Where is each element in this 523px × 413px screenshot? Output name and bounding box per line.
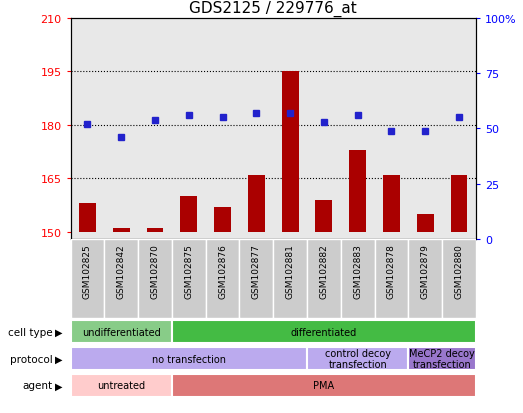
Bar: [138, 240, 172, 318]
Bar: [282, 72, 299, 233]
Text: GSM102883: GSM102883: [353, 244, 362, 298]
Bar: [71, 320, 172, 344]
Text: GSM102879: GSM102879: [421, 244, 430, 298]
Bar: [71, 374, 172, 397]
Bar: [105, 240, 138, 318]
Bar: [349, 150, 366, 233]
Text: GSM102825: GSM102825: [83, 244, 92, 298]
Bar: [383, 176, 400, 233]
Bar: [248, 176, 265, 233]
Text: GSM102878: GSM102878: [387, 244, 396, 298]
Bar: [341, 240, 374, 318]
Text: ▶: ▶: [55, 327, 63, 337]
Bar: [172, 374, 476, 397]
Bar: [113, 229, 130, 233]
Text: MeCP2 decoy
transfection: MeCP2 decoy transfection: [410, 348, 475, 370]
Text: count: count: [89, 412, 118, 413]
Text: differentiated: differentiated: [291, 327, 357, 337]
Text: GSM102877: GSM102877: [252, 244, 261, 298]
Text: GSM102882: GSM102882: [320, 244, 328, 298]
Bar: [273, 240, 307, 318]
Text: GSM102875: GSM102875: [184, 244, 194, 298]
Text: GSM102880: GSM102880: [454, 244, 463, 298]
Bar: [307, 240, 341, 318]
Text: undifferentiated: undifferentiated: [82, 327, 161, 337]
Bar: [408, 347, 476, 370]
Bar: [408, 240, 442, 318]
Bar: [172, 240, 206, 318]
Text: ■: ■: [71, 411, 82, 413]
Bar: [417, 215, 434, 233]
Bar: [374, 240, 408, 318]
Text: PMA: PMA: [313, 380, 335, 391]
Bar: [315, 200, 333, 233]
Bar: [240, 240, 273, 318]
Title: GDS2125 / 229776_at: GDS2125 / 229776_at: [189, 1, 357, 17]
Bar: [146, 229, 164, 233]
Bar: [180, 197, 197, 233]
Bar: [71, 240, 105, 318]
Bar: [307, 347, 408, 370]
Text: GSM102881: GSM102881: [286, 244, 294, 298]
Bar: [451, 176, 468, 233]
Bar: [172, 320, 476, 344]
Text: control decoy
transfection: control decoy transfection: [325, 348, 391, 370]
Bar: [71, 347, 307, 370]
Text: cell type: cell type: [8, 327, 52, 337]
Text: ▶: ▶: [55, 380, 63, 391]
Text: GSM102870: GSM102870: [151, 244, 160, 298]
Bar: [214, 207, 231, 233]
Text: untreated: untreated: [97, 380, 145, 391]
Text: ▶: ▶: [55, 354, 63, 364]
Bar: [442, 240, 476, 318]
Text: no transfection: no transfection: [152, 354, 226, 364]
Bar: [79, 204, 96, 233]
Text: agent: agent: [22, 380, 52, 391]
Bar: [206, 240, 240, 318]
Text: GSM102876: GSM102876: [218, 244, 227, 298]
Text: protocol: protocol: [9, 354, 52, 364]
Text: GSM102842: GSM102842: [117, 244, 126, 298]
